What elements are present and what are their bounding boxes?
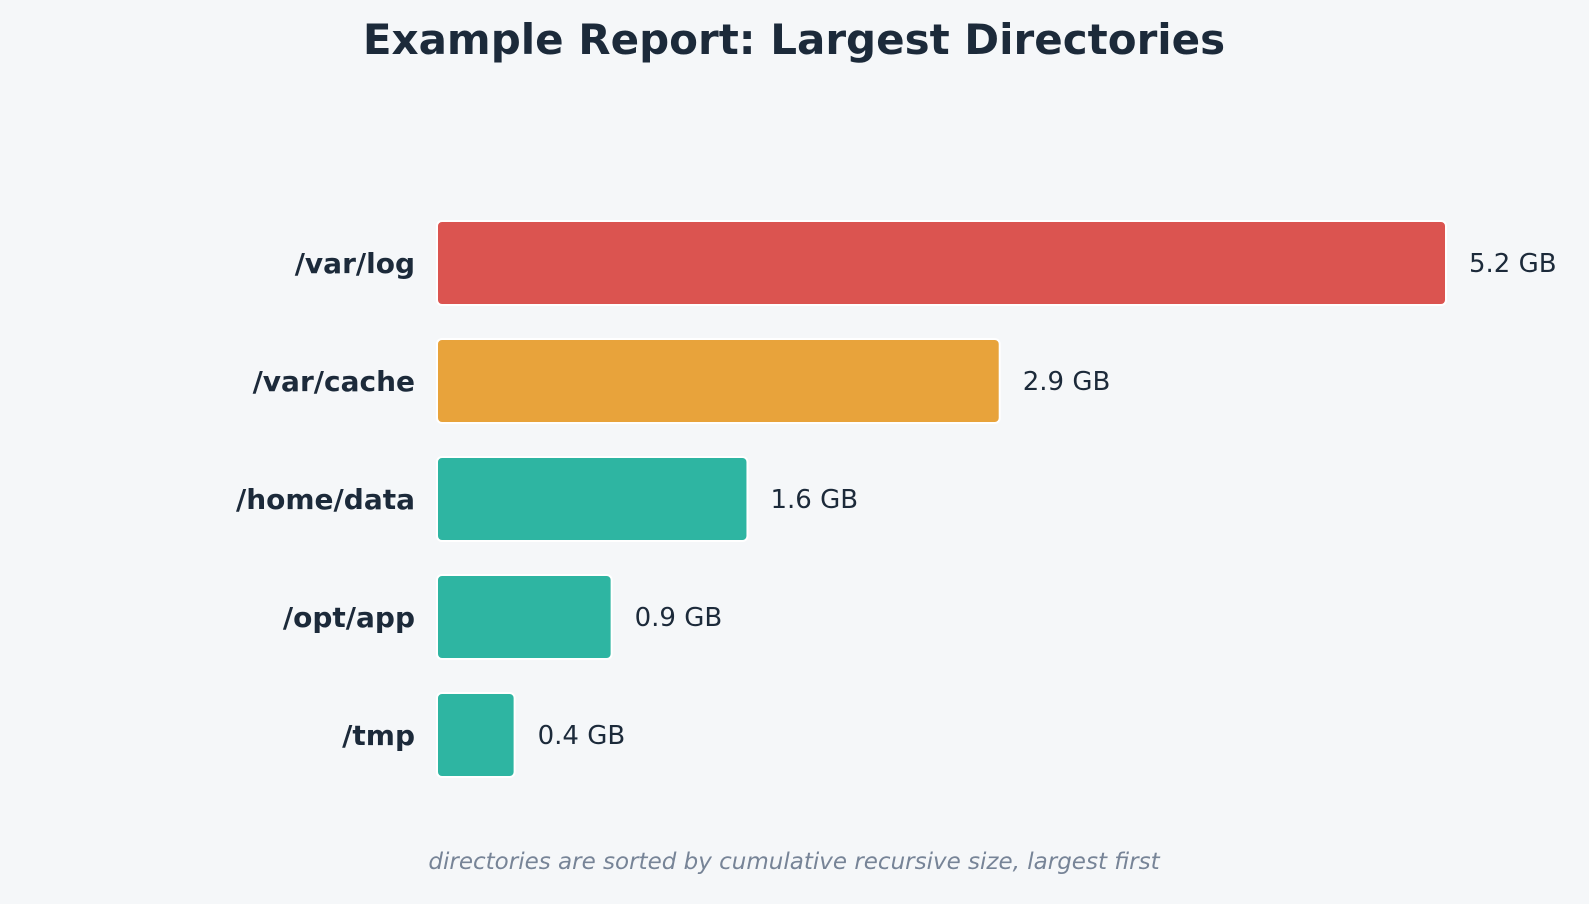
value-label: 0.9 GB [635, 603, 723, 633]
value-label: 2.9 GB [1023, 367, 1111, 397]
bar-opt-app [436, 574, 613, 660]
bar-var-cache [436, 338, 1001, 424]
bar-var-log [436, 220, 1447, 306]
category-label: /var/log [295, 247, 415, 280]
category-label: /home/data [236, 483, 415, 516]
category-label: /var/cache [253, 365, 415, 398]
bars-group: /var/log 5.2 GB/var/cache 2.9 GB/home/data… [236, 220, 1557, 778]
category-label: /opt/app [283, 601, 415, 634]
value-label: 0.4 GB [538, 721, 626, 751]
chart-caption: directories are sorted by cumulative rec… [428, 849, 1160, 875]
chart-title: Example Report: Largest Directories [363, 15, 1225, 64]
value-label: 5.2 GB [1469, 249, 1557, 279]
bar-tmp [436, 692, 516, 778]
category-label: /tmp [342, 719, 415, 752]
value-label: 1.6 GB [770, 485, 858, 515]
bar-home-data [436, 456, 749, 542]
